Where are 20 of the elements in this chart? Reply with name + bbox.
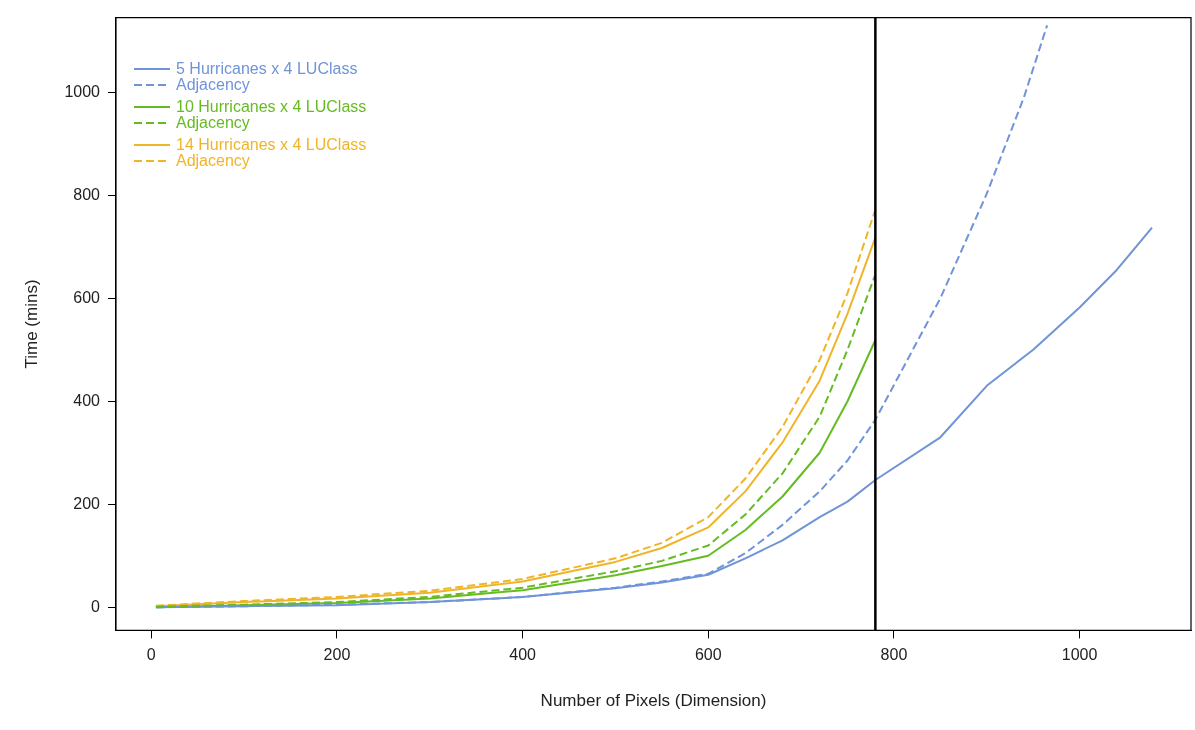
y-tick-label: 400 <box>73 391 101 409</box>
legend-label: Adjacency <box>175 113 250 132</box>
legend-label: 5 Hurricanes x 4 LUClass <box>175 59 358 78</box>
x-axis-title: Number of Pixels (Dimension) <box>540 691 767 711</box>
legend-label: Adjacency <box>175 75 250 94</box>
legend-label: 10 Hurricanes x 4 LUClass <box>175 97 367 116</box>
legend-label: 14 Hurricanes x 4 LUClass <box>175 135 367 154</box>
y-tick-label: 1000 <box>64 82 101 100</box>
y-tick-label: 600 <box>73 288 101 306</box>
x-tick-label: 400 <box>509 646 537 664</box>
legend-label: Adjacency <box>175 151 250 170</box>
y-axis-title: Time (mins) <box>21 279 41 369</box>
y-tick-label: 200 <box>73 494 101 512</box>
y-tick-label: 0 <box>91 597 101 615</box>
y-tick-label: 800 <box>73 185 101 203</box>
x-tick-label: 600 <box>694 646 722 664</box>
x-tick-label: 800 <box>880 646 908 664</box>
x-tick-label: 1000 <box>1061 646 1098 664</box>
x-tick-label: 200 <box>323 646 351 664</box>
x-tick-label: 0 <box>146 646 156 664</box>
